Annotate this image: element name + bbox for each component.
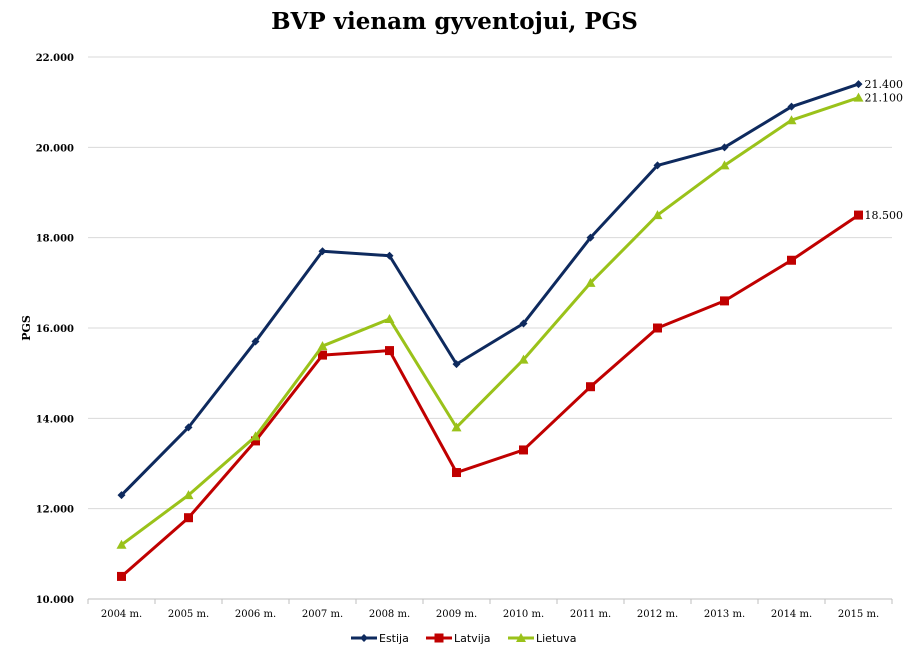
data-label: 21.400 bbox=[865, 78, 904, 91]
series-estija bbox=[117, 80, 863, 500]
data-point bbox=[787, 102, 796, 111]
legend-item-lietuva: Lietuva bbox=[508, 632, 577, 645]
data-point bbox=[184, 423, 193, 432]
data-point bbox=[251, 436, 260, 446]
data-point bbox=[452, 468, 461, 478]
legend-label: Latvija bbox=[454, 632, 491, 645]
x-tick-label: 2015 m. bbox=[838, 609, 879, 620]
chart-title: BVP vienam gyventojui, PGS bbox=[271, 8, 638, 35]
data-point bbox=[250, 431, 261, 441]
data-point bbox=[360, 634, 368, 642]
series-line bbox=[120, 96, 859, 547]
x-tick-label: 2009 m. bbox=[436, 609, 477, 620]
x-tick-label: 2005 m. bbox=[168, 609, 209, 620]
data-point bbox=[518, 354, 529, 364]
data-point bbox=[184, 513, 193, 523]
series-latvija bbox=[117, 210, 863, 581]
legend-label: Estija bbox=[379, 632, 409, 645]
data-point bbox=[720, 143, 729, 152]
data-point bbox=[183, 490, 194, 500]
x-tick-label: 2014 m. bbox=[771, 609, 812, 620]
data-point bbox=[653, 161, 662, 170]
data-point bbox=[653, 323, 662, 333]
legend-item-latvija: Latvija bbox=[426, 632, 491, 645]
series-group bbox=[116, 80, 864, 581]
data-point bbox=[451, 422, 462, 432]
y-tick-label: 16.000 bbox=[36, 324, 74, 335]
data-point bbox=[384, 313, 395, 323]
axes bbox=[87, 598, 893, 604]
data-point bbox=[385, 346, 394, 356]
y-tick-labels: 10.000 12.000 14.000 16.000 18.000 20.000 22.0… bbox=[36, 53, 74, 606]
data-point bbox=[854, 80, 863, 89]
data-point bbox=[719, 160, 730, 170]
series-line bbox=[120, 213, 860, 578]
data-point bbox=[385, 251, 394, 260]
x-tick-label: 2011 m. bbox=[570, 609, 611, 620]
y-tick-label: 20.000 bbox=[36, 143, 74, 154]
x-tick-label: 2007 m. bbox=[302, 609, 343, 620]
data-point bbox=[452, 360, 461, 369]
data-point bbox=[318, 247, 327, 256]
data-point bbox=[786, 115, 797, 125]
y-tick-label: 22.000 bbox=[36, 53, 74, 64]
legend: Estija Latvija Lietuva bbox=[351, 632, 577, 645]
data-point bbox=[116, 539, 127, 549]
data-point bbox=[586, 233, 595, 242]
data-point bbox=[853, 92, 864, 102]
data-point bbox=[516, 633, 526, 642]
data-label: 21.100 bbox=[865, 92, 904, 105]
data-point bbox=[720, 296, 729, 306]
gridlines bbox=[88, 56, 892, 510]
x-tick-label: 2013 m. bbox=[704, 609, 745, 620]
data-point bbox=[519, 445, 528, 455]
data-point bbox=[117, 491, 126, 500]
data-point bbox=[317, 341, 328, 351]
x-tick-label: 2010 m. bbox=[503, 609, 544, 620]
series-lietuva bbox=[116, 92, 864, 549]
data-point bbox=[585, 277, 596, 287]
data-point bbox=[787, 255, 796, 265]
data-point bbox=[586, 382, 595, 392]
data-labels: 21.400 18.500 21.100 bbox=[865, 78, 904, 222]
x-tick-label: 2012 m. bbox=[637, 609, 678, 620]
data-label: 18.500 bbox=[865, 209, 904, 222]
y-tick-label: 12.000 bbox=[36, 505, 74, 516]
data-point bbox=[251, 337, 260, 346]
data-point bbox=[434, 633, 444, 643]
y-axis-label: PGS bbox=[20, 315, 33, 341]
data-point bbox=[318, 350, 327, 360]
x-tick-label: 2006 m. bbox=[235, 609, 276, 620]
y-tick-label: 18.000 bbox=[36, 234, 74, 245]
x-tick-label: 2008 m. bbox=[369, 609, 410, 620]
y-tick-label: 14.000 bbox=[36, 414, 74, 425]
data-point bbox=[652, 210, 663, 220]
data-point bbox=[519, 319, 528, 328]
x-tick-labels: 2004 m. 2005 m. 2006 m. 2007 m. 2008 m. 2009 … bbox=[101, 609, 879, 620]
series-line bbox=[120, 82, 859, 497]
y-tick-label: 10.000 bbox=[36, 595, 74, 606]
x-tick-label: 2004 m. bbox=[101, 609, 142, 620]
legend-label: Lietuva bbox=[536, 632, 577, 645]
data-point bbox=[854, 210, 863, 220]
legend-item-estija: Estija bbox=[351, 632, 409, 645]
data-point bbox=[117, 571, 126, 581]
